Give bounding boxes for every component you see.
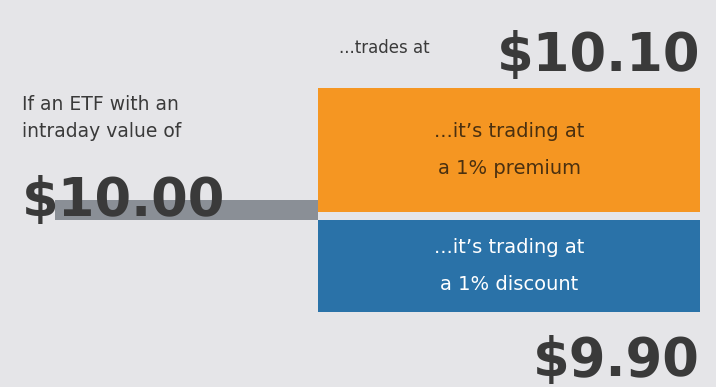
Text: $9.90: $9.90 [533,335,700,387]
Text: ...it’s trading at: ...it’s trading at [434,238,584,257]
Text: ...it’s trading at: ...it’s trading at [434,122,584,141]
Text: intraday value of: intraday value of [22,122,181,141]
Bar [55,200,318,220]
Text: ...trades at: ...trades at [339,39,430,57]
Bar [318,88,700,212]
Bar [318,220,700,312]
Text: a 1% discount: a 1% discount [440,275,578,294]
Text: a 1% premium: a 1% premium [437,159,581,178]
Text: $10.10: $10.10 [496,30,700,82]
Text: If an ETF with an: If an ETF with an [22,95,179,114]
Text: $10.00: $10.00 [22,175,226,227]
